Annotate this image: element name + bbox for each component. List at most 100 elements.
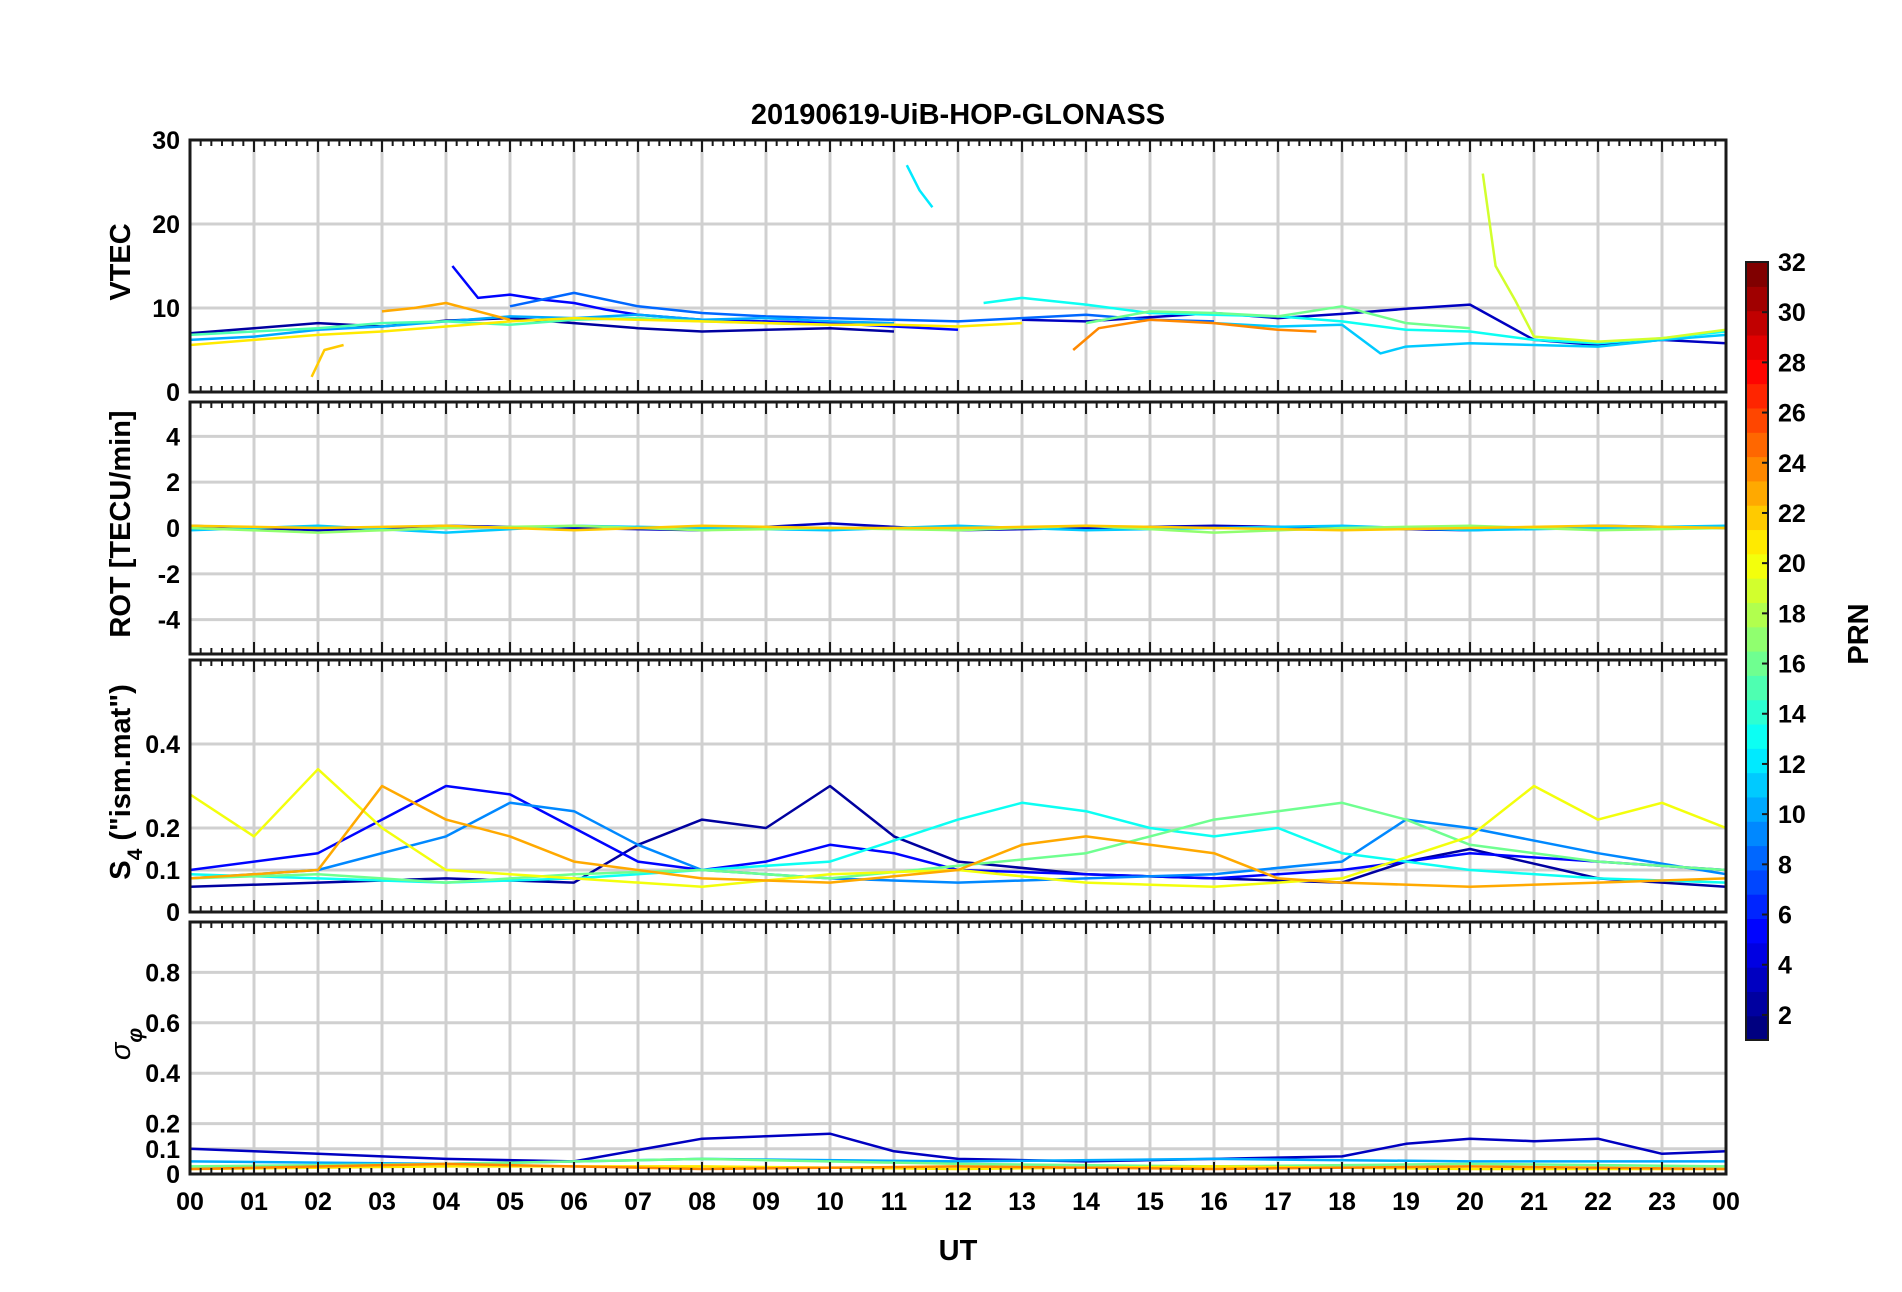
x-tick-label: 13 [1008,1188,1036,1216]
rot-series-prn-22 [190,524,1726,532]
vtec-ytick-label: 10 [152,295,180,323]
colorbar-swatch [1746,626,1768,652]
colorbar-tick-label: 28 [1778,349,1806,377]
colorbar-swatch [1746,553,1768,579]
colorbar-tick-label: 32 [1778,249,1806,277]
rot-ytick-label: -4 [158,607,180,635]
x-tick-label: 03 [368,1188,396,1216]
vtec-ylabel: VTEC [105,223,137,300]
colorbar-swatch [1746,651,1768,676]
colorbar-swatch [1746,723,1768,749]
colorbar-tick-label: 10 [1778,801,1806,829]
colorbar-swatch [1746,407,1768,433]
x-tick-label: 19 [1392,1188,1420,1216]
x-tick-label: 08 [688,1188,716,1216]
vtec-ytick-label: 0 [166,379,180,407]
colorbar-tick-label: 26 [1778,400,1806,428]
x-tick-label: 06 [560,1188,588,1216]
colorbar-swatch [1746,432,1768,458]
colorbar-swatch [1746,310,1768,336]
vtec-series-prn-21 [190,316,1023,347]
colorbar-tick-label: 12 [1778,751,1806,779]
colorbar-swatch [1746,456,1768,482]
s4-ylabel-sub: 4 [124,848,147,860]
sigma-phi-ytick-label: 0.2 [145,1111,180,1139]
x-tick-label: 09 [752,1188,780,1216]
sigma-phi-ylabel-main: σ [105,1041,137,1060]
sigma-phi-ytick-label: 0.8 [145,959,180,987]
x-tick-label: 11 [881,1188,908,1216]
x-tick-label: 17 [1264,1188,1292,1216]
chart-title: 20190619-UiB-HOP-GLONASS [751,99,1165,131]
x-tick-label: 00 [1712,1188,1740,1216]
colorbar-tick-label: 4 [1778,952,1792,980]
x-tick-label: 10 [816,1188,844,1216]
colorbar-swatch [1746,894,1768,920]
x-tick-label: 00 [176,1188,204,1216]
colorbar-tick-label: 20 [1778,550,1806,578]
colorbar-label: PRN [1843,603,1875,664]
colorbar-swatch [1746,505,1768,531]
colorbar-tick-label: 18 [1778,600,1806,628]
colorbar-swatch [1746,578,1768,603]
sigma-phi-ytick-label: 0.6 [145,1010,180,1038]
s4-series-prn-13 [190,801,1726,884]
vtec-series-prn-8 [509,291,1215,323]
s4-series-prn-23 [190,784,1726,889]
s4-ytick-label: 0.2 [145,815,180,843]
sigma-phi-ytick-label: 0.1 [145,1136,180,1164]
rot-series-prn-11 [190,524,1726,534]
colorbar-swatch [1746,675,1768,701]
x-axis-label: UT [939,1235,978,1267]
colorbar-tick-label: 16 [1778,651,1806,679]
x-tick-label: 20 [1456,1188,1484,1216]
s4-ylabel: S4 ("ism.mat") [105,684,147,880]
colorbar-swatch [1746,262,1768,287]
sigma-phi-panel: 00.10.2 0.4 0.6 0.8 σφ [105,920,1728,1189]
rot-panel: -4 -2 0 2 4 ROT [TECU/min] [105,400,1728,656]
colorbar-swatch [1746,383,1768,409]
s4-panel: 00.10.20.4S4 ("ism.mat") [105,658,1728,927]
x-tick-label: 16 [1200,1188,1228,1216]
s4-series-prn-5 [190,784,1726,880]
s4-ylabel-rest: ("ism.mat") [105,684,137,848]
colorbar-swatch [1746,699,1768,725]
colorbar-swatch [1746,359,1768,385]
colorbar-swatch [1746,334,1768,360]
rot-ylabel: ROT [TECU/min] [105,410,137,637]
x-tick-label: 02 [304,1188,332,1216]
x-tick-label: 05 [496,1188,524,1216]
x-tick-label: 04 [432,1188,460,1216]
colorbar-swatch [1746,845,1768,871]
vtec-series-prn-12 [905,164,934,208]
colorbar-swatch [1746,748,1768,774]
colorbar-swatch [1746,991,1768,1017]
colorbar-tick-label: 2 [1778,1002,1792,1030]
s4-series-group [190,767,1726,889]
x-tick-label: 22 [1584,1188,1612,1216]
vtec-series-prn-16 [1085,305,1471,330]
s4-ytick-label: 0.4 [145,731,180,759]
vtec-series-prn-24 [1072,318,1317,351]
s4-series-prn-16 [190,801,1726,884]
vtec-series-group [190,164,1726,378]
s4-ytick-label: 0 [166,899,180,927]
s4-series-prn-9 [190,801,1726,884]
colorbar-swatch [1746,967,1768,992]
vtec-series-prn-22 [310,343,344,378]
colorbar-frame [1745,261,1769,1041]
x-tick-label: 12 [944,1188,972,1216]
x-tick-label: 18 [1328,1188,1356,1216]
colorbar-tick-label: 30 [1778,299,1806,327]
rot-series-group [190,522,1726,534]
sigma-phi-series-prn-3 [190,1132,1726,1163]
colorbar-tick-label: 8 [1778,851,1792,879]
x-tick-label: 07 [624,1188,652,1216]
vtec-panel: 0 10 20 30 VTEC [105,127,1728,407]
colorbar-swatch [1746,918,1768,944]
rot-ytick-label: 4 [166,423,180,451]
vtec-series-prn-19 [1481,173,1726,343]
sigma-phi-ylabel-sub: φ [124,1028,147,1043]
